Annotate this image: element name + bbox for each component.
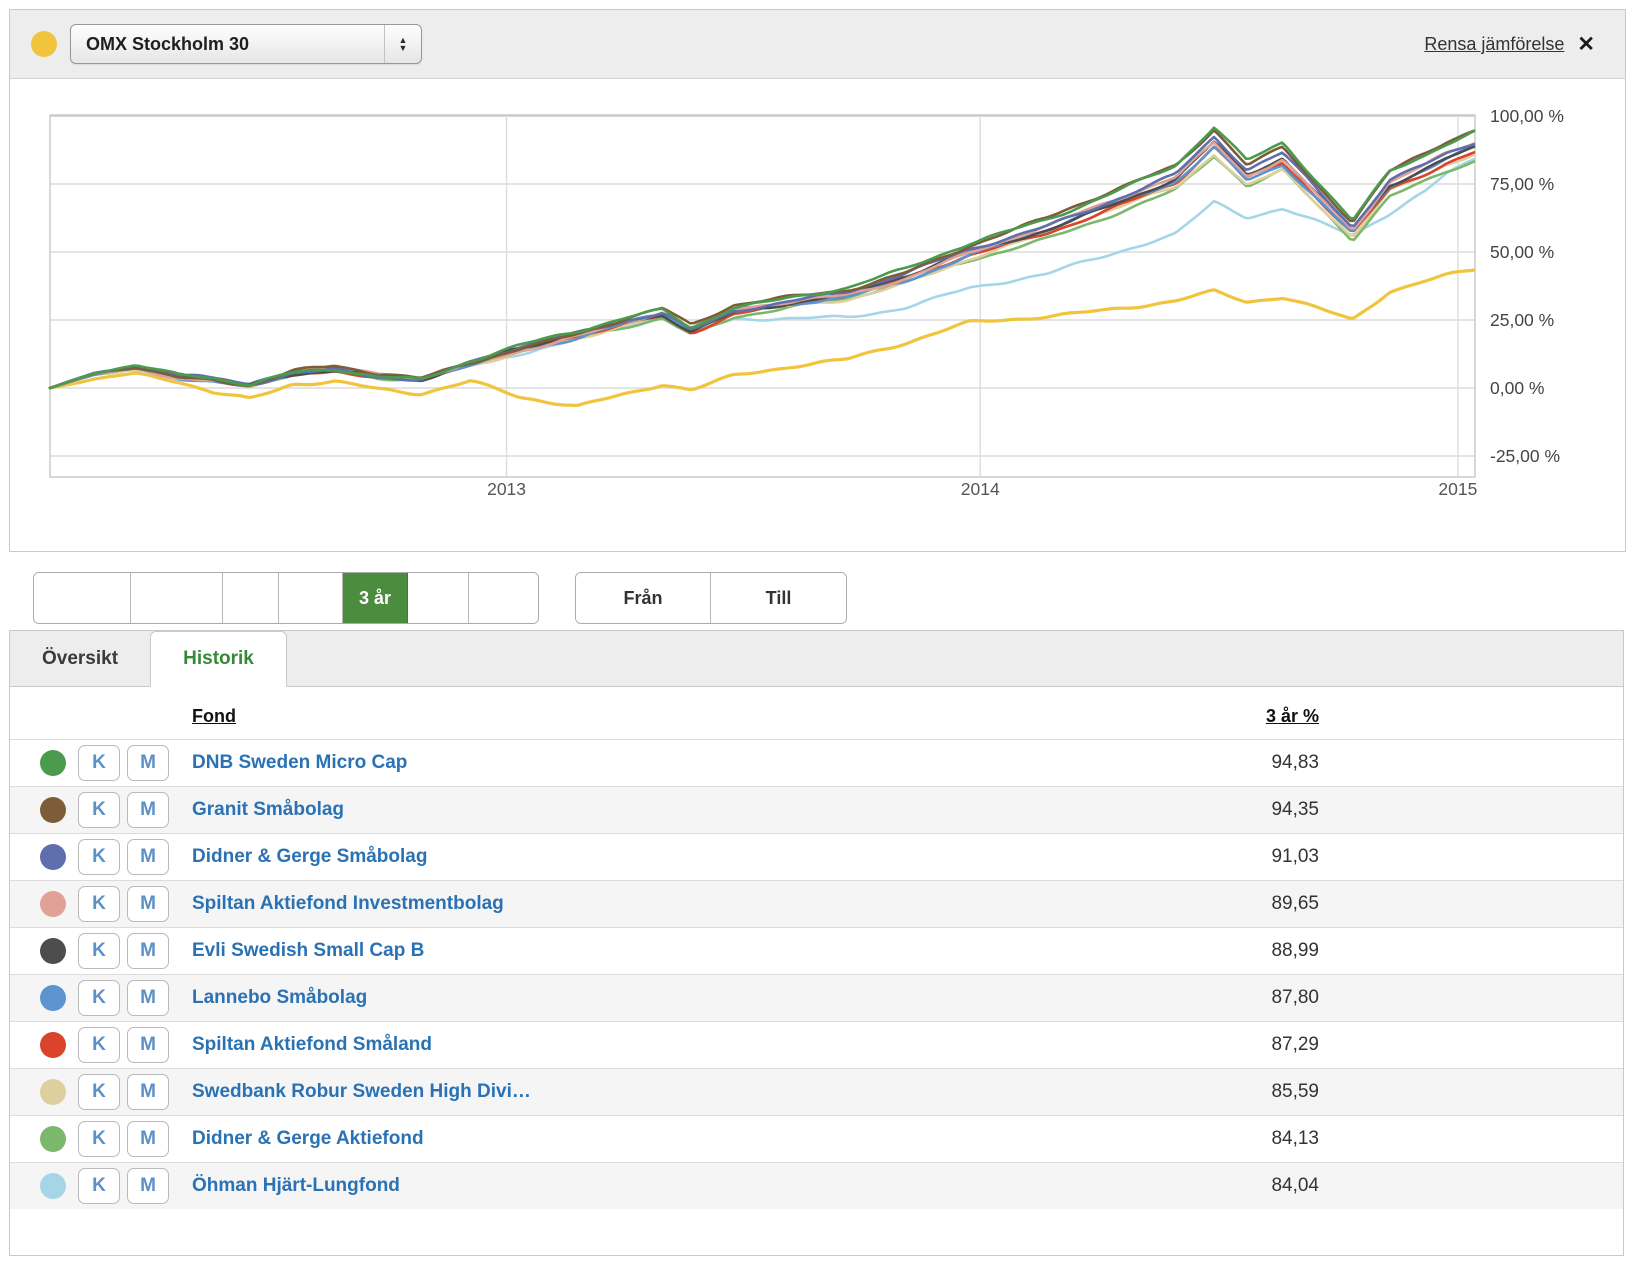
m-button[interactable]: M [127, 1121, 169, 1157]
close-icon[interactable]: ✕ [1577, 32, 1595, 56]
range-button-3yr-active[interactable]: 3 år [343, 573, 408, 623]
k-button[interactable]: K [78, 1121, 120, 1157]
chart-header-bar: OMX Stockholm 30 ▲ ▼ Rensa jämförelse ✕ [10, 10, 1625, 79]
k-button[interactable]: K [78, 745, 120, 781]
chart-panel: OMX Stockholm 30 ▲ ▼ Rensa jämförelse ✕ 1… [9, 9, 1626, 552]
k-button[interactable]: K [78, 980, 120, 1016]
fund-color-dot [40, 1079, 66, 1105]
fund-color-dot [40, 891, 66, 917]
fund-name-link[interactable]: Swedbank Robur Sweden High Divi… [192, 1081, 531, 1102]
chart-header-right: Rensa jämförelse ✕ [1424, 32, 1625, 57]
fund-name-link[interactable]: Öhman Hjärt-Lungfond [192, 1175, 400, 1196]
index-select-value: OMX Stockholm 30 [86, 33, 250, 54]
performance-chart: 100,00 % 75,00 % 50,00 % 25,00 % 0,00 % -25,0… [48, 106, 1564, 499]
fund-color-dot [40, 985, 66, 1011]
fund-row: K M Spiltan Aktiefond Småland 87,29 [10, 1021, 1623, 1068]
fund-row: K M Granit Småbolag 94,35 [10, 786, 1623, 833]
fund-name-link[interactable]: DNB Sweden Micro Cap [192, 752, 408, 773]
fund-color-dot [40, 750, 66, 776]
fund-name-link[interactable]: Granit Småbolag [192, 799, 345, 820]
k-button[interactable]: K [78, 839, 120, 875]
fund-color-dot [40, 1126, 66, 1152]
m-button[interactable]: M [127, 933, 169, 969]
fund-color-dot [40, 1032, 66, 1058]
svg-text:-25,00 %: -25,00 % [1490, 446, 1560, 466]
fund-3yr-value: 84,04 [1271, 1175, 1319, 1196]
svg-text:25,00 %: 25,00 % [1490, 310, 1554, 330]
m-button[interactable]: M [127, 886, 169, 922]
fund-row: K M Swedbank Robur Sweden High Divi… 85,59 [10, 1068, 1623, 1115]
fund-row: K M Didner & Gerge Småbolag 91,03 [10, 833, 1623, 880]
m-button[interactable]: M [127, 1168, 169, 1204]
fund-3yr-value: 87,80 [1271, 987, 1319, 1008]
column-header-fond[interactable]: Fond [192, 706, 236, 726]
range-button[interactable] [469, 573, 538, 623]
m-button[interactable]: M [127, 792, 169, 828]
fund-3yr-value: 88,99 [1271, 940, 1319, 961]
svg-text:0,00 %: 0,00 % [1490, 378, 1544, 398]
m-button[interactable]: M [127, 839, 169, 875]
fund-3yr-value: 84,13 [1271, 1128, 1319, 1149]
fund-name-link[interactable]: Didner & Gerge Aktiefond [192, 1128, 424, 1149]
svg-text:2015: 2015 [1438, 479, 1477, 499]
range-button[interactable] [279, 573, 343, 623]
range-button[interactable] [34, 573, 131, 623]
clear-comparison-link[interactable]: Rensa jämförelse [1424, 33, 1565, 54]
fund-3yr-value: 94,35 [1271, 799, 1319, 820]
index-color-dot [31, 31, 57, 57]
fund-3yr-value: 89,65 [1271, 893, 1319, 914]
fund-color-dot [40, 1173, 66, 1199]
fund-name-link[interactable]: Spiltan Aktiefond Småland [192, 1034, 432, 1055]
from-date-button[interactable]: Från [576, 573, 711, 623]
fund-table-header: Fond 3 år % [10, 687, 1623, 739]
details-panel: Översikt Historik Fond 3 år % K M DNB Swed… [9, 630, 1624, 1256]
fund-color-dot [40, 938, 66, 964]
fund-row: K M Lannebo Småbolag 87,80 [10, 974, 1623, 1021]
from-to-group: Från Till [575, 572, 847, 624]
index-select[interactable]: OMX Stockholm 30 ▲ ▼ [70, 24, 422, 64]
range-button[interactable] [223, 573, 279, 623]
fund-table-body: K M DNB Sweden Micro Cap 94,83 K M Granit Småb… [10, 739, 1623, 1209]
range-button[interactable] [408, 573, 469, 623]
k-button[interactable]: K [78, 1168, 120, 1204]
to-date-button[interactable]: Till [711, 573, 846, 623]
m-button[interactable]: M [127, 745, 169, 781]
svg-text:75,00 %: 75,00 % [1490, 174, 1554, 194]
m-button[interactable]: M [127, 980, 169, 1016]
fund-row: K M Evli Swedish Small Cap B 88,99 [10, 927, 1623, 974]
tab-oversikt[interactable]: Översikt [41, 647, 119, 669]
fund-3yr-value: 85,59 [1271, 1081, 1319, 1102]
tab-bar: Översikt Historik [10, 631, 1623, 687]
time-range-presets: 3 år [33, 572, 539, 624]
fund-name-link[interactable]: Evli Swedish Small Cap B [192, 940, 425, 961]
svg-text:2014: 2014 [961, 479, 1000, 499]
select-arrows-icon: ▲ ▼ [384, 25, 421, 63]
k-button[interactable]: K [78, 1027, 120, 1063]
svg-text:50,00 %: 50,00 % [1490, 242, 1554, 262]
fund-name-link[interactable]: Spiltan Aktiefond Investmentbolag [192, 893, 504, 914]
k-button[interactable]: K [78, 792, 120, 828]
fund-name-link[interactable]: Lannebo Småbolag [192, 987, 368, 1008]
k-button[interactable]: K [78, 1074, 120, 1110]
fund-name-link[interactable]: Didner & Gerge Småbolag [192, 846, 428, 867]
fund-row: K M DNB Sweden Micro Cap 94,83 [10, 739, 1623, 786]
fund-3yr-value: 91,03 [1271, 846, 1319, 867]
range-button[interactable] [131, 573, 223, 623]
tab-historik[interactable]: Historik [150, 631, 287, 687]
fund-row: K M Spiltan Aktiefond Investmentbolag 89,65 [10, 880, 1623, 927]
fund-row: K M Öhman Hjärt-Lungfond 84,04 [10, 1162, 1623, 1209]
m-button[interactable]: M [127, 1027, 169, 1063]
m-button[interactable]: M [127, 1074, 169, 1110]
fund-color-dot [40, 844, 66, 870]
svg-text:2013: 2013 [487, 479, 526, 499]
fund-color-dot [40, 797, 66, 823]
k-button[interactable]: K [78, 933, 120, 969]
svg-text:100,00 %: 100,00 % [1490, 106, 1564, 126]
fund-3yr-value: 87,29 [1271, 1034, 1319, 1055]
fund-3yr-value: 94,83 [1271, 752, 1319, 773]
fund-row: K M Didner & Gerge Aktiefond 84,13 [10, 1115, 1623, 1162]
column-header-3yr[interactable]: 3 år % [1265, 706, 1319, 726]
k-button[interactable]: K [78, 886, 120, 922]
